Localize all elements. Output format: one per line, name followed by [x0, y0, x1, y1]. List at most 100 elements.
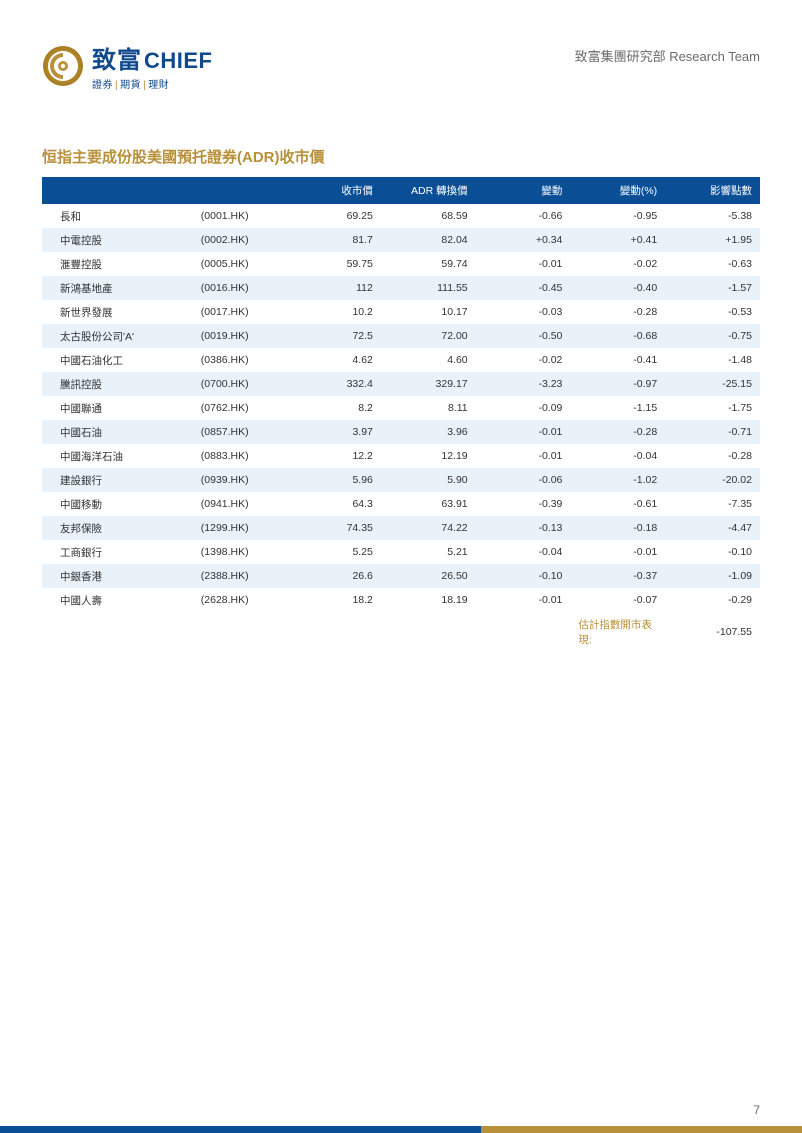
table-cell: -1.57 [665, 276, 760, 300]
table-cell: -0.68 [570, 324, 665, 348]
col-header-change: 變動 [476, 177, 571, 204]
table-cell: 5.21 [381, 540, 476, 564]
table-cell: (0017.HK) [193, 300, 286, 324]
table-cell: 10.2 [286, 300, 381, 324]
table-cell: 81.7 [286, 228, 381, 252]
page-footer: 7 [0, 1107, 802, 1133]
table-cell: 12.2 [286, 444, 381, 468]
logo-sub-c: 理財 [148, 80, 169, 91]
table-row: 新鴻基地產(0016.HK)112111.55-0.45-0.40-1.57 [42, 276, 760, 300]
table-cell: 69.25 [286, 204, 381, 228]
table-cell: 63.91 [381, 492, 476, 516]
table-cell: 滙豐控股 [42, 252, 193, 276]
table-cell: 26.6 [286, 564, 381, 588]
summary-row: 估計指數開市表現: -107.55 [42, 612, 760, 651]
table-cell: 59.75 [286, 252, 381, 276]
table-cell: 太古股份公司'A' [42, 324, 193, 348]
table-cell: -0.04 [570, 444, 665, 468]
table-cell: -0.29 [665, 588, 760, 612]
table-cell: (1398.HK) [193, 540, 286, 564]
table-cell: 10.17 [381, 300, 476, 324]
table-cell: -0.10 [665, 540, 760, 564]
table-cell: (0762.HK) [193, 396, 286, 420]
table-cell: -4.47 [665, 516, 760, 540]
table-cell: 111.55 [381, 276, 476, 300]
table-cell: -0.95 [570, 204, 665, 228]
table-cell: -0.02 [476, 348, 571, 372]
table-cell: (0939.HK) [193, 468, 286, 492]
table-row: 友邦保險(1299.HK)74.3574.22-0.13-0.18-4.47 [42, 516, 760, 540]
logo-subtitle: 證券|期貨|理財 [92, 76, 213, 91]
table-row: 長和(0001.HK)69.2568.59-0.66-0.95-5.38 [42, 204, 760, 228]
table-cell: 3.97 [286, 420, 381, 444]
table-cell: -0.97 [570, 372, 665, 396]
table-cell: 8.11 [381, 396, 476, 420]
table-cell: -7.35 [665, 492, 760, 516]
table-cell: -0.63 [665, 252, 760, 276]
table-row: 中國移動(0941.HK)64.363.91-0.39-0.61-7.35 [42, 492, 760, 516]
table-cell: 中國人壽 [42, 588, 193, 612]
table-row: 中國人壽(2628.HK)18.218.19-0.01-0.07-0.29 [42, 588, 760, 612]
brand-logo: 致富 CHIEF 證券|期貨|理財 [42, 40, 213, 91]
table-cell: (0941.HK) [193, 492, 286, 516]
adr-table: 收市價 ADR 轉換價 變動 變動(%) 影響點數 長和(0001.HK)69.… [42, 177, 760, 651]
table-cell: 5.96 [286, 468, 381, 492]
table-cell: 74.22 [381, 516, 476, 540]
table-cell: -25.15 [665, 372, 760, 396]
table-cell: +0.41 [570, 228, 665, 252]
table-cell: -0.01 [476, 444, 571, 468]
table-cell: (1299.HK) [193, 516, 286, 540]
table-cell: -1.48 [665, 348, 760, 372]
chief-logo-icon [42, 45, 84, 87]
table-cell: -0.28 [570, 420, 665, 444]
table-cell: -0.01 [570, 540, 665, 564]
page-number: 7 [753, 1103, 760, 1117]
table-cell: -5.38 [665, 204, 760, 228]
table-cell: -0.07 [570, 588, 665, 612]
table-cell: 74.35 [286, 516, 381, 540]
table-cell: 中國石油化工 [42, 348, 193, 372]
table-cell: +0.34 [476, 228, 571, 252]
table-cell: 72.5 [286, 324, 381, 348]
logo-en-text: CHIEF [144, 48, 213, 74]
table-cell: -0.13 [476, 516, 571, 540]
table-cell: (0386.HK) [193, 348, 286, 372]
col-header-impact: 影響點數 [665, 177, 760, 204]
table-cell: -0.39 [476, 492, 571, 516]
table-cell: 82.04 [381, 228, 476, 252]
table-cell: 中國聯通 [42, 396, 193, 420]
table-cell: 59.74 [381, 252, 476, 276]
section-title: 恒指主要成份股美國預托證券(ADR)收市價 [42, 146, 760, 167]
table-row: 新世界發展(0017.HK)10.210.17-0.03-0.28-0.53 [42, 300, 760, 324]
table-cell: -0.41 [570, 348, 665, 372]
page-header: 致富 CHIEF 證券|期貨|理財 致富集團研究部 Research Team [42, 40, 760, 91]
table-cell: 新世界發展 [42, 300, 193, 324]
table-cell: -0.37 [570, 564, 665, 588]
table-cell: (2388.HK) [193, 564, 286, 588]
table-cell: 中國海洋石油 [42, 444, 193, 468]
table-cell: (0019.HK) [193, 324, 286, 348]
table-cell: -0.01 [476, 420, 571, 444]
col-header-name [42, 177, 193, 204]
summary-label: 估計指數開市表現: [570, 612, 665, 651]
table-cell: -0.45 [476, 276, 571, 300]
table-cell: 64.3 [286, 492, 381, 516]
table-cell: (0857.HK) [193, 420, 286, 444]
table-cell: 建設銀行 [42, 468, 193, 492]
table-cell: 3.96 [381, 420, 476, 444]
col-header-change-pct: 變動(%) [570, 177, 665, 204]
table-cell: -0.71 [665, 420, 760, 444]
col-header-code [193, 177, 286, 204]
logo-cn-text: 致富 [92, 40, 142, 75]
table-cell: -0.50 [476, 324, 571, 348]
table-row: 滙豐控股(0005.HK)59.7559.74-0.01-0.02-0.63 [42, 252, 760, 276]
table-cell: 新鴻基地產 [42, 276, 193, 300]
table-cell: -1.09 [665, 564, 760, 588]
table-cell: -0.61 [570, 492, 665, 516]
table-row: 中國海洋石油(0883.HK)12.212.19-0.01-0.04-0.28 [42, 444, 760, 468]
table-cell: (0001.HK) [193, 204, 286, 228]
table-cell: 中國石油 [42, 420, 193, 444]
summary-value: -107.55 [665, 612, 760, 651]
table-cell: 騰訊控股 [42, 372, 193, 396]
table-cell: 8.2 [286, 396, 381, 420]
